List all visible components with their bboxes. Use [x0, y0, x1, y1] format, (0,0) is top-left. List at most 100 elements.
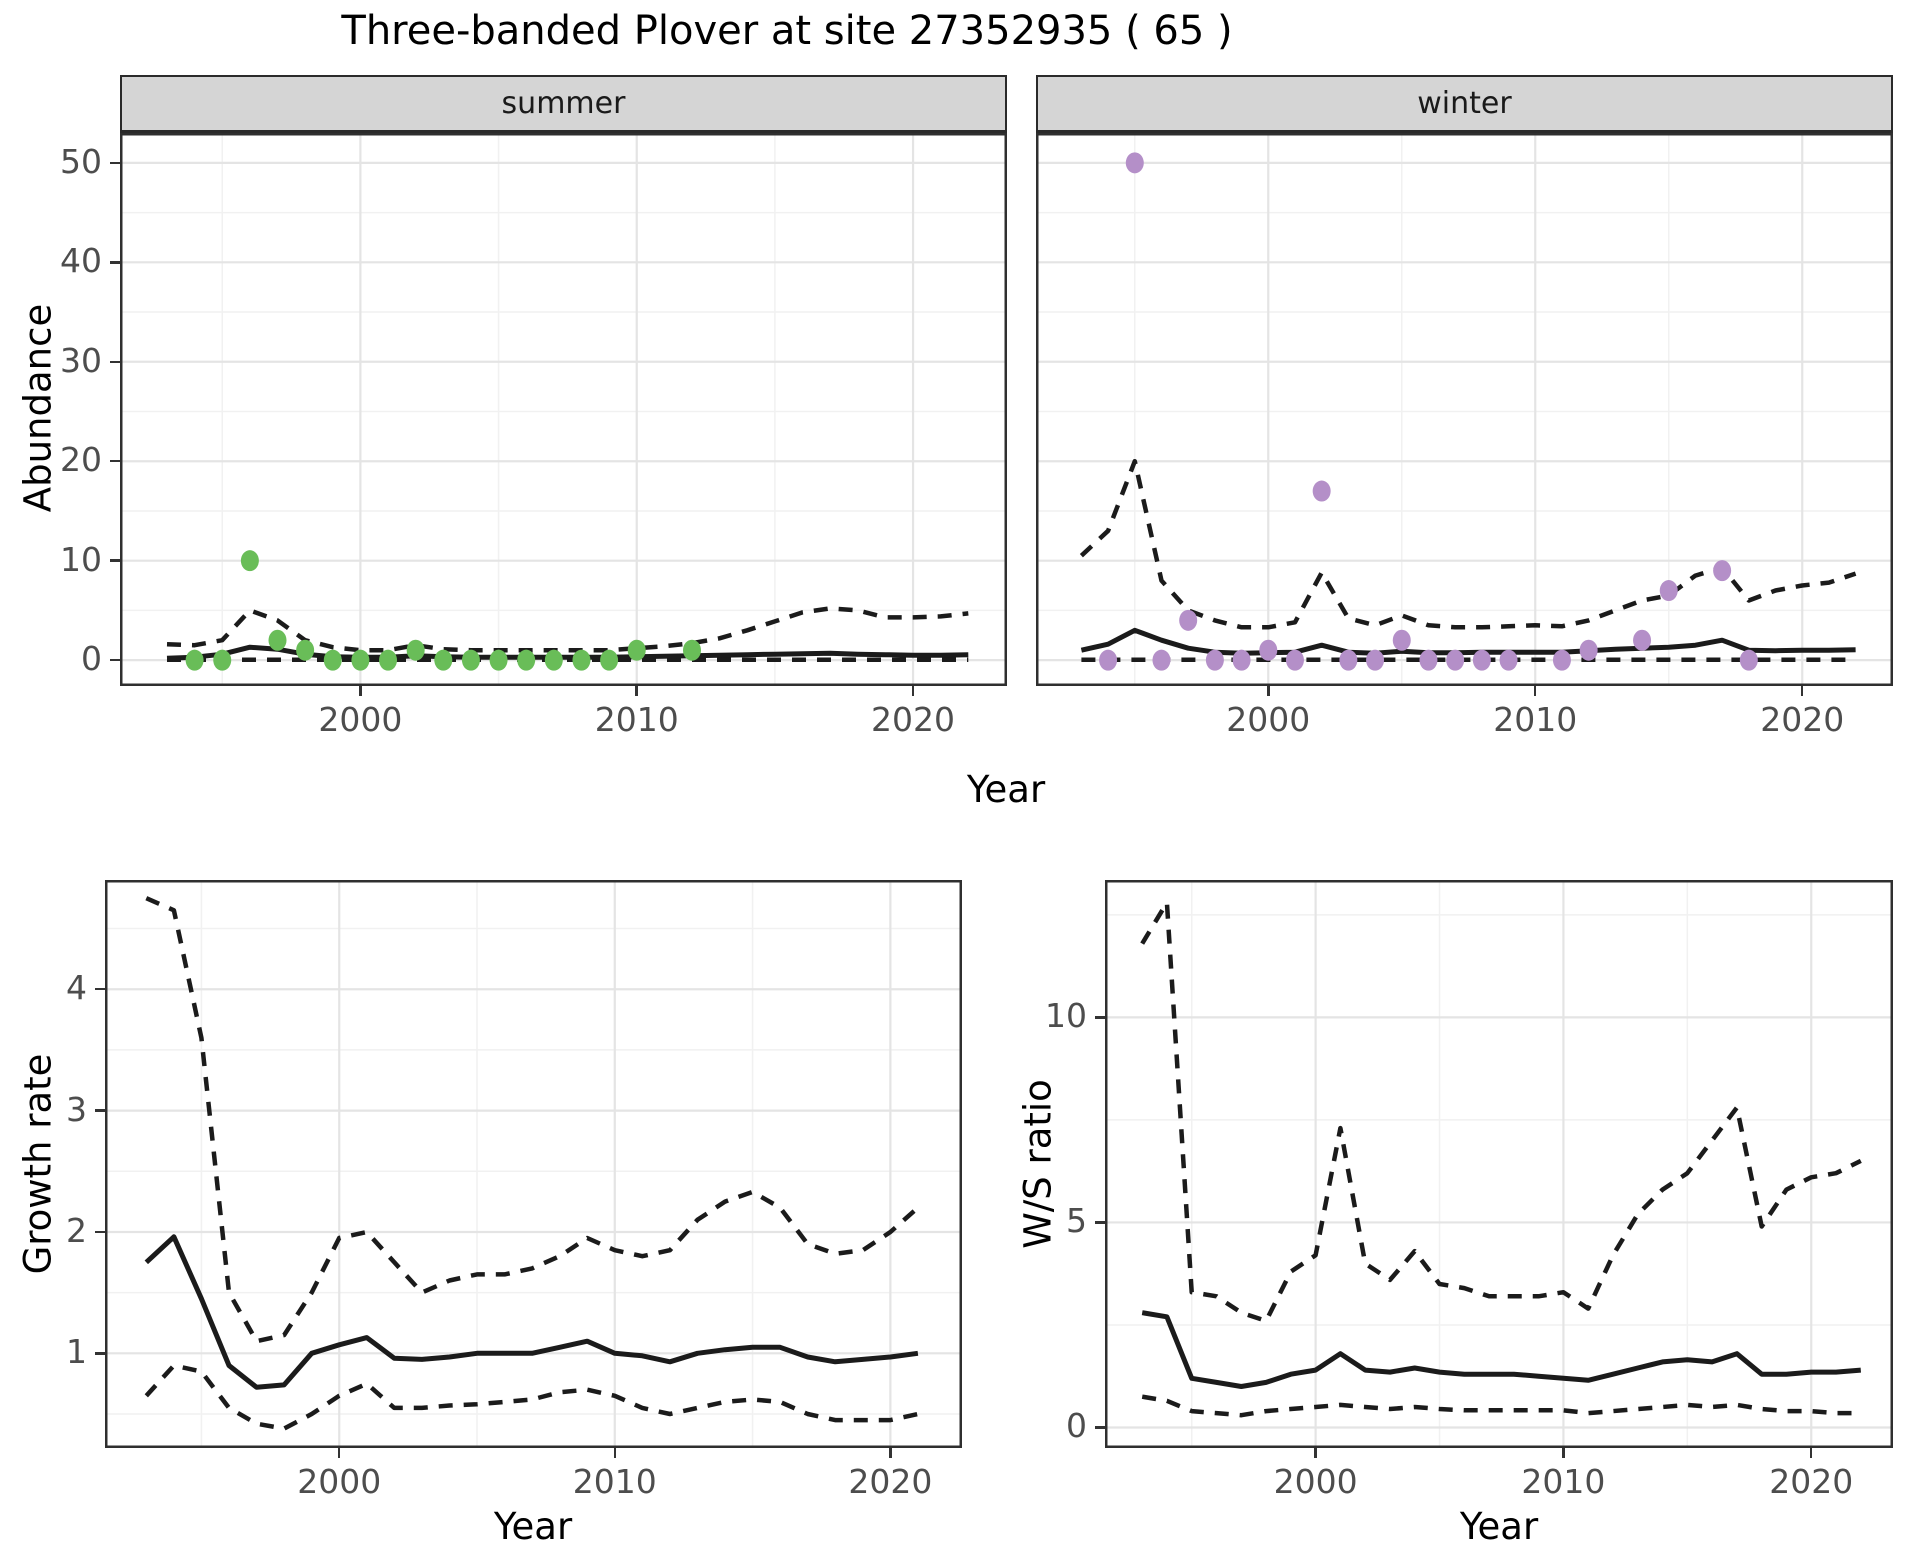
x-tick-label: 2000	[297, 1462, 382, 1501]
y-tick-mark	[1095, 1221, 1105, 1224]
panel-abundance-summer	[120, 133, 1007, 686]
observation-point	[517, 649, 536, 671]
observation-point	[406, 639, 425, 661]
x-tick-label: 2020	[848, 1462, 933, 1501]
observation-point	[1552, 649, 1571, 671]
x-tick-label: 2020	[1760, 700, 1845, 739]
y-tick-label: 2	[66, 1210, 87, 1250]
lower-ci-line	[1141, 1394, 1861, 1418]
observation-point	[1446, 649, 1465, 671]
chart-title: Three-banded Plover at site 27352935 ( 6…	[341, 8, 1233, 54]
x-tick-mark	[1800, 686, 1804, 696]
observation-point	[1739, 649, 1758, 671]
panel-abundance-winter	[1036, 133, 1893, 686]
upper-ci-line	[166, 606, 969, 653]
observation-point	[1659, 580, 1678, 602]
observation-point	[268, 629, 287, 651]
observation-point	[1232, 649, 1251, 671]
observation-point	[351, 649, 370, 671]
observation-point	[489, 649, 508, 671]
y-tick-mark	[110, 459, 120, 463]
x-tick-mark	[635, 686, 638, 696]
x-tick-mark	[337, 1448, 341, 1458]
observation-point	[434, 649, 453, 671]
y-tick-label: 3	[66, 1089, 87, 1129]
x-tick-label: 2020	[1769, 1462, 1854, 1501]
facet-strip-summer: summer	[120, 75, 1007, 133]
observation-point	[1099, 649, 1118, 671]
y-tick-label: 5	[1066, 1201, 1087, 1241]
y-tick-mark	[110, 261, 120, 264]
observation-point	[1152, 649, 1171, 671]
observation-point	[1179, 609, 1198, 631]
observation-point	[1499, 649, 1518, 671]
y-tick-mark	[110, 658, 120, 662]
observation-point	[572, 649, 591, 671]
panel-ws-ratio	[1105, 880, 1893, 1448]
observation-point	[379, 649, 398, 671]
observation-point	[682, 639, 701, 661]
observation-point	[627, 639, 646, 661]
observation-point	[240, 550, 259, 572]
y-tick-mark	[95, 1352, 105, 1355]
observation-point	[1366, 649, 1385, 671]
y-tick-mark	[1095, 1016, 1105, 1019]
x-tick-mark	[1809, 1448, 1813, 1458]
y-tick-label: 30	[60, 340, 102, 380]
observation-point	[1259, 639, 1278, 661]
observation-point	[1472, 649, 1491, 671]
lower-ci-line	[144, 1363, 919, 1431]
y-tick-mark	[95, 1109, 105, 1112]
x-tick-mark	[911, 686, 915, 696]
observation-point	[213, 649, 232, 671]
y-tick-label: 4	[66, 968, 87, 1008]
y-tick-label: 0	[81, 639, 102, 679]
upper-ci-line	[145, 896, 920, 1344]
y-tick-label: 20	[60, 440, 102, 480]
observation-point	[1205, 649, 1224, 671]
y-tick-label: 10	[1045, 996, 1087, 1036]
x-tick-mark	[359, 686, 362, 696]
x-tick-label: 2010	[1521, 1462, 1606, 1501]
observation-point	[323, 649, 342, 671]
observation-point	[600, 649, 619, 671]
x-tick-mark	[1562, 1448, 1565, 1458]
x-tick-mark	[613, 1448, 617, 1458]
y-tick-mark	[95, 1230, 105, 1234]
observation-point	[296, 639, 315, 661]
facet-strip-summer-label: summer	[501, 86, 626, 121]
observation-point	[544, 649, 563, 671]
observation-point	[185, 649, 204, 671]
y-tick-mark	[95, 987, 105, 991]
y-axis-title-abundance: Abundance	[16, 303, 60, 513]
x-axis-title-growth-rate: Year	[493, 1505, 573, 1548]
observation-point	[1713, 560, 1732, 582]
y-tick-mark	[110, 360, 120, 363]
y-tick-label: 1	[66, 1332, 87, 1372]
observation-point	[1125, 152, 1144, 174]
y-tick-mark	[110, 161, 120, 165]
observation-point	[1285, 649, 1304, 671]
x-axis-title-top: Year	[966, 768, 1046, 811]
observation-point	[1633, 629, 1652, 651]
observation-point	[1339, 649, 1358, 671]
y-tick-mark	[1095, 1426, 1105, 1429]
upper-ci-line	[1140, 900, 1862, 1324]
x-tick-label: 2020	[871, 700, 956, 739]
y-tick-label: 50	[60, 141, 102, 181]
observation-point	[1312, 480, 1331, 502]
median-line	[1141, 1310, 1862, 1389]
x-tick-label: 2010	[1493, 700, 1578, 739]
median-line	[144, 1234, 919, 1390]
y-tick-mark	[110, 559, 120, 562]
facet-strip-winter: winter	[1036, 75, 1893, 133]
x-tick-label: 2000	[318, 700, 403, 739]
x-axis-title-ws-ratio: Year	[1459, 1505, 1539, 1548]
facet-strip-winter-label: winter	[1417, 86, 1512, 121]
x-tick-label: 2000	[1226, 700, 1311, 739]
observation-point	[1419, 649, 1438, 671]
x-tick-mark	[1267, 686, 1270, 696]
observation-point	[1579, 639, 1598, 661]
x-tick-mark	[889, 1448, 892, 1458]
